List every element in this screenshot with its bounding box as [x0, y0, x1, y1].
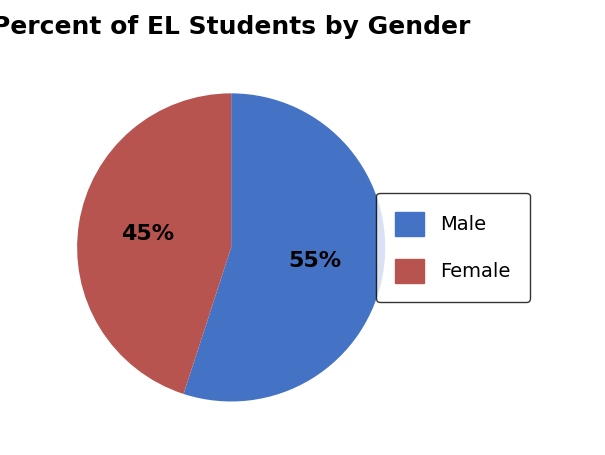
- Title: Percent of EL Students by Gender: Percent of EL Students by Gender: [0, 15, 470, 39]
- Text: 55%: 55%: [289, 251, 341, 271]
- Legend: Male, Female: Male, Female: [376, 192, 530, 302]
- Text: 45%: 45%: [121, 224, 174, 244]
- Wedge shape: [77, 93, 231, 394]
- Wedge shape: [183, 93, 385, 401]
